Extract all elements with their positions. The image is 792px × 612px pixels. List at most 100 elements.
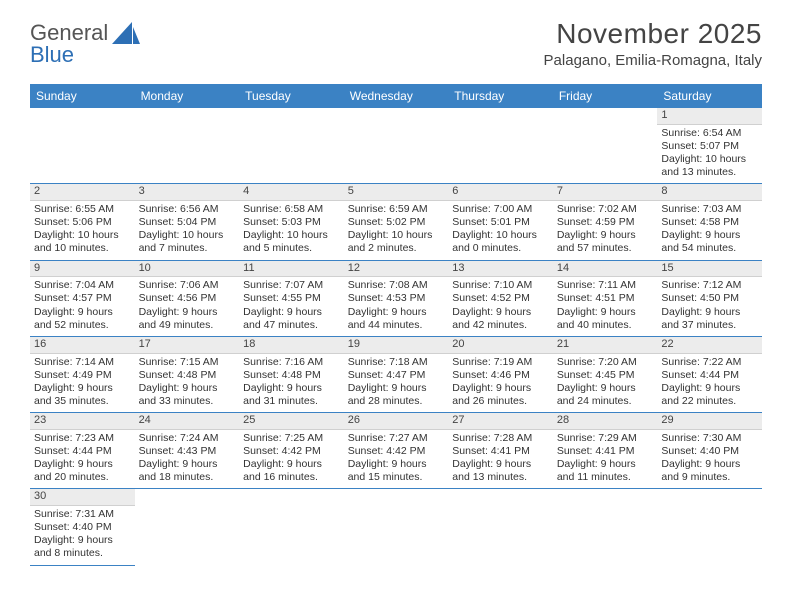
sunset-line: Sunset: 4:41 PM [452,445,549,458]
day-number: 16 [30,337,135,354]
day-cell: 12Sunrise: 7:08 AMSunset: 4:53 PMDayligh… [344,261,449,337]
day-number: 18 [239,337,344,354]
empty-cell [239,108,344,184]
day-cell: 28Sunrise: 7:29 AMSunset: 4:41 PMDayligh… [553,413,658,489]
day-cell: 30Sunrise: 7:31 AMSunset: 4:40 PMDayligh… [30,489,135,565]
day-number: 6 [448,184,553,201]
weekday-label: Saturday [657,84,762,108]
weekday-label: Thursday [448,84,553,108]
weekday-label: Monday [135,84,240,108]
sunset-line: Sunset: 4:42 PM [243,445,340,458]
day-cell: 5Sunrise: 6:59 AMSunset: 5:02 PMDaylight… [344,184,449,260]
day-number: 14 [553,261,658,278]
daylight-line: Daylight: 10 hours and 0 minutes. [452,229,549,255]
sunrise-line: Sunrise: 7:24 AM [139,432,236,445]
sunrise-line: Sunrise: 7:15 AM [139,356,236,369]
sunrise-line: Sunrise: 6:58 AM [243,203,340,216]
calendar-grid: 1Sunrise: 6:54 AMSunset: 5:07 PMDaylight… [30,108,762,566]
day-number: 23 [30,413,135,430]
sunset-line: Sunset: 5:02 PM [348,216,445,229]
day-number: 22 [657,337,762,354]
day-number: 3 [135,184,240,201]
day-cell: 13Sunrise: 7:10 AMSunset: 4:52 PMDayligh… [448,261,553,337]
day-cell: 15Sunrise: 7:12 AMSunset: 4:50 PMDayligh… [657,261,762,337]
sunset-line: Sunset: 4:50 PM [661,292,758,305]
day-number: 1 [657,108,762,125]
day-number: 25 [239,413,344,430]
day-number: 30 [30,489,135,506]
day-cell: 7Sunrise: 7:02 AMSunset: 4:59 PMDaylight… [553,184,658,260]
sunrise-line: Sunrise: 7:08 AM [348,279,445,292]
day-number: 12 [344,261,449,278]
sunrise-line: Sunrise: 7:16 AM [243,356,340,369]
sunset-line: Sunset: 5:03 PM [243,216,340,229]
day-cell: 10Sunrise: 7:06 AMSunset: 4:56 PMDayligh… [135,261,240,337]
sunrise-line: Sunrise: 7:12 AM [661,279,758,292]
weekday-label: Sunday [30,84,135,108]
daylight-line: Daylight: 9 hours and 11 minutes. [557,458,654,484]
weekday-label: Friday [553,84,658,108]
sunrise-line: Sunrise: 7:27 AM [348,432,445,445]
day-cell: 9Sunrise: 7:04 AMSunset: 4:57 PMDaylight… [30,261,135,337]
weekday-label: Tuesday [239,84,344,108]
day-cell: 21Sunrise: 7:20 AMSunset: 4:45 PMDayligh… [553,337,658,413]
empty-cell [553,108,658,184]
title-block: November 2025 Palagano, Emilia-Romagna, … [544,18,762,69]
sunrise-line: Sunrise: 7:23 AM [34,432,131,445]
day-number: 20 [448,337,553,354]
day-cell: 4 Sunrise: 6:58 AMSunset: 5:03 PMDaylight… [239,184,344,260]
sunrise-line: Sunrise: 7:29 AM [557,432,654,445]
sunset-line: Sunset: 4:46 PM [452,369,549,382]
daylight-line: Daylight: 9 hours and 8 minutes. [34,534,131,560]
sunset-line: Sunset: 5:01 PM [452,216,549,229]
daylight-line: Daylight: 9 hours and 9 minutes. [661,458,758,484]
sunset-line: Sunset: 4:48 PM [243,369,340,382]
sunset-line: Sunset: 4:40 PM [661,445,758,458]
day-cell: 1Sunrise: 6:54 AMSunset: 5:07 PMDaylight… [657,108,762,184]
sunset-line: Sunset: 4:48 PM [139,369,236,382]
daylight-line: Daylight: 9 hours and 15 minutes. [348,458,445,484]
day-number: 15 [657,261,762,278]
sunrise-line: Sunrise: 7:18 AM [348,356,445,369]
sunrise-line: Sunrise: 6:56 AM [139,203,236,216]
logo-word2: Blue [30,42,74,67]
daylight-line: Daylight: 9 hours and 33 minutes. [139,382,236,408]
sunset-line: Sunset: 4:41 PM [557,445,654,458]
sunrise-line: Sunrise: 7:04 AM [34,279,131,292]
day-number: 9 [30,261,135,278]
daylight-line: Daylight: 9 hours and 42 minutes. [452,306,549,332]
sunrise-line: Sunrise: 7:25 AM [243,432,340,445]
daylight-line: Daylight: 9 hours and 57 minutes. [557,229,654,255]
page-subtitle: Palagano, Emilia-Romagna, Italy [544,52,762,69]
day-cell: 26 Sunrise: 7:27 AMSunset: 4:42 PMDayligh… [344,413,449,489]
day-number: 26 [344,413,449,430]
daylight-line: Daylight: 9 hours and 31 minutes. [243,382,340,408]
page-title: November 2025 [544,18,762,50]
day-cell: 29Sunrise: 7:30 AMSunset: 4:40 PMDayligh… [657,413,762,489]
day-number: 24 [135,413,240,430]
sunset-line: Sunset: 4:42 PM [348,445,445,458]
day-number: 17 [135,337,240,354]
daylight-line: Daylight: 10 hours and 13 minutes. [661,153,758,179]
daylight-line: Daylight: 9 hours and 47 minutes. [243,306,340,332]
day-cell: 22Sunrise: 7:22 AMSunset: 4:44 PMDayligh… [657,337,762,413]
daylight-line: Daylight: 9 hours and 52 minutes. [34,306,131,332]
daylight-line: Daylight: 9 hours and 20 minutes. [34,458,131,484]
day-cell: 8Sunrise: 7:03 AMSunset: 4:58 PMDaylight… [657,184,762,260]
daylight-line: Daylight: 9 hours and 18 minutes. [139,458,236,484]
sunset-line: Sunset: 4:52 PM [452,292,549,305]
day-cell: 17 Sunrise: 7:15 AMSunset: 4:48 PMDayligh… [135,337,240,413]
sunset-line: Sunset: 5:04 PM [139,216,236,229]
day-cell: 20Sunrise: 7:19 AMSunset: 4:46 PMDayligh… [448,337,553,413]
daylight-line: Daylight: 9 hours and 28 minutes. [348,382,445,408]
day-number: 5 [344,184,449,201]
daylight-line: Daylight: 9 hours and 54 minutes. [661,229,758,255]
daylight-line: Daylight: 10 hours and 5 minutes. [243,229,340,255]
day-cell: 2Sunrise: 6:55 AMSunset: 5:06 PMDaylight… [30,184,135,260]
empty-cell [448,108,553,184]
sunset-line: Sunset: 4:59 PM [557,216,654,229]
day-number: 4 [239,184,344,201]
empty-cell [344,108,449,184]
daylight-line: Daylight: 9 hours and 13 minutes. [452,458,549,484]
logo-text: General Blue [30,22,108,66]
